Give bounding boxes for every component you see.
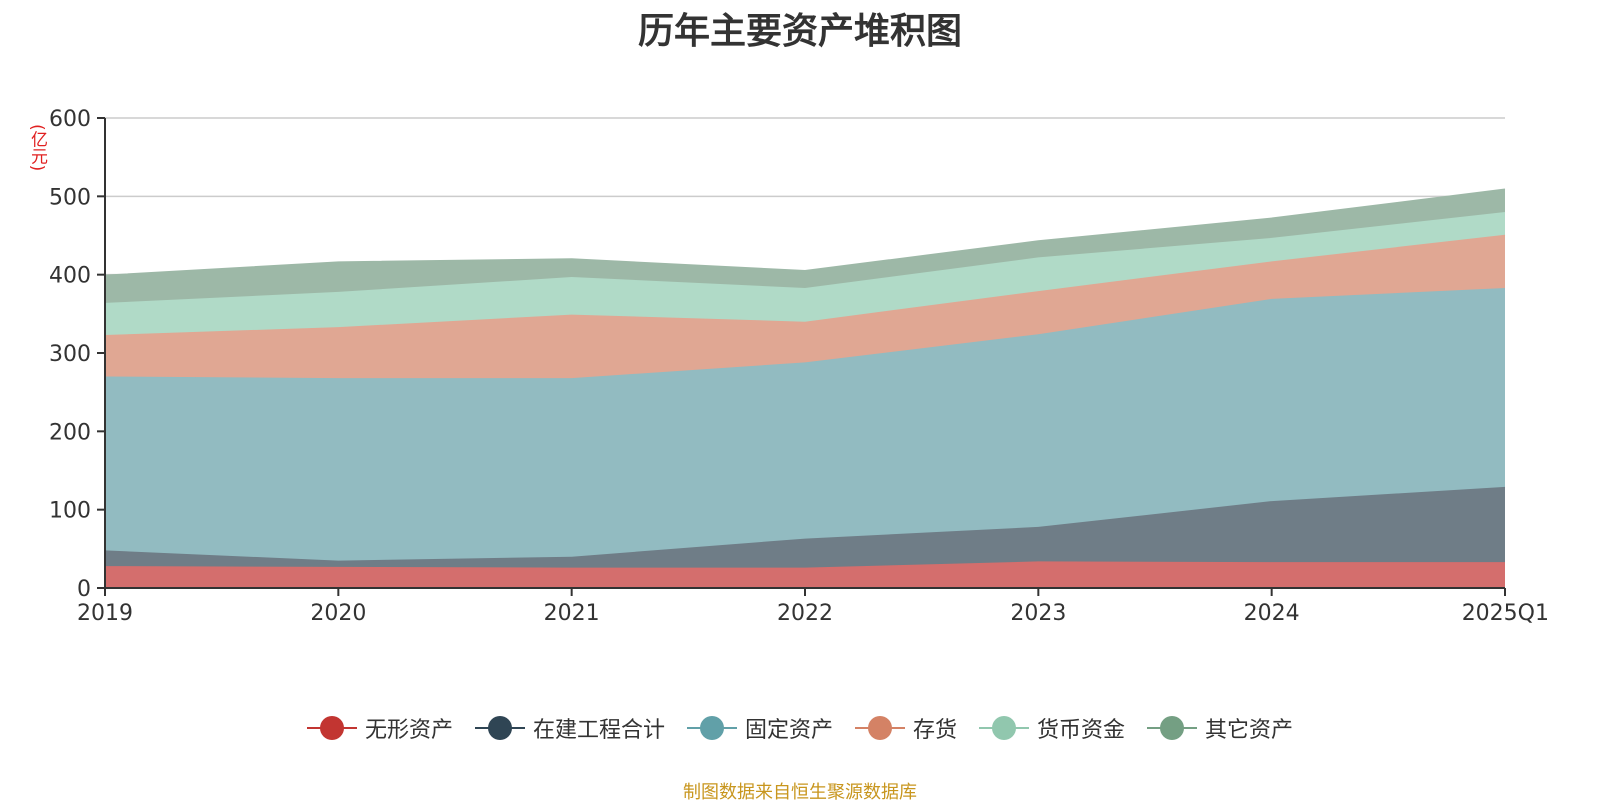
series-line-其它资产 (104, 188, 1506, 277)
x-tick-label: 2022 (777, 601, 833, 626)
legend-item[interactable]: 无形资产 (306, 712, 453, 744)
legend-marker-icon (855, 715, 905, 741)
chart-legend: 无形资产 在建工程合计 固定资产 存货 货币资金 其它资产 (0, 712, 1600, 744)
y-tick-label: 200 (49, 420, 91, 445)
y-axis-unit-label: (亿元) (27, 124, 47, 172)
legend-label: 存货 (913, 718, 958, 743)
legend-label: 货币资金 (1037, 718, 1126, 743)
data-source-note: 制图数据来自恒生聚源数据库 (683, 782, 917, 803)
y-tick-label: 600 (49, 107, 91, 132)
x-tick-label: 2025Q1 (1462, 601, 1549, 626)
legend-label: 无形资产 (364, 718, 453, 743)
x-tick-label: 2021 (544, 601, 600, 626)
area-存货 (105, 234, 1505, 379)
y-tick-label: 400 (49, 264, 91, 289)
y-tick-label: 500 (49, 185, 91, 210)
area-其它资产 (105, 189, 1505, 303)
legend-label: 其它资产 (1205, 718, 1294, 743)
chart-title: 历年主要资产堆积图 (637, 11, 962, 52)
legend-item[interactable]: 在建工程合计 (474, 712, 665, 744)
legend-marker-icon (979, 715, 1030, 741)
legend-marker-icon (474, 715, 525, 741)
y-tick-label: 0 (77, 577, 91, 602)
legend-marker-icon (306, 715, 357, 741)
y-tick-label: 300 (49, 342, 91, 367)
legend-marker-icon (1147, 715, 1198, 741)
legend-item[interactable]: 其它资产 (1147, 712, 1293, 744)
y-tick-label: 100 (49, 499, 91, 524)
area-在建工程合计 (105, 486, 1505, 568)
area-无形资产 (105, 561, 1505, 588)
legend-item[interactable]: 货币资金 (979, 712, 1125, 744)
area-固定资产 (105, 288, 1505, 561)
legend-marker-icon (686, 715, 737, 741)
legend-item[interactable]: 固定资产 (686, 712, 833, 744)
x-tick-label: 2023 (1010, 601, 1066, 626)
x-tick-label: 2020 (310, 601, 366, 626)
legend-label: 在建工程合计 (532, 718, 665, 743)
x-tick-label: 2024 (1244, 601, 1300, 626)
legend-label: 固定资产 (744, 718, 833, 743)
area-货币资金 (105, 212, 1505, 335)
x-tick-label: 2019 (77, 601, 133, 626)
legend-item[interactable]: 存货 (855, 712, 957, 744)
